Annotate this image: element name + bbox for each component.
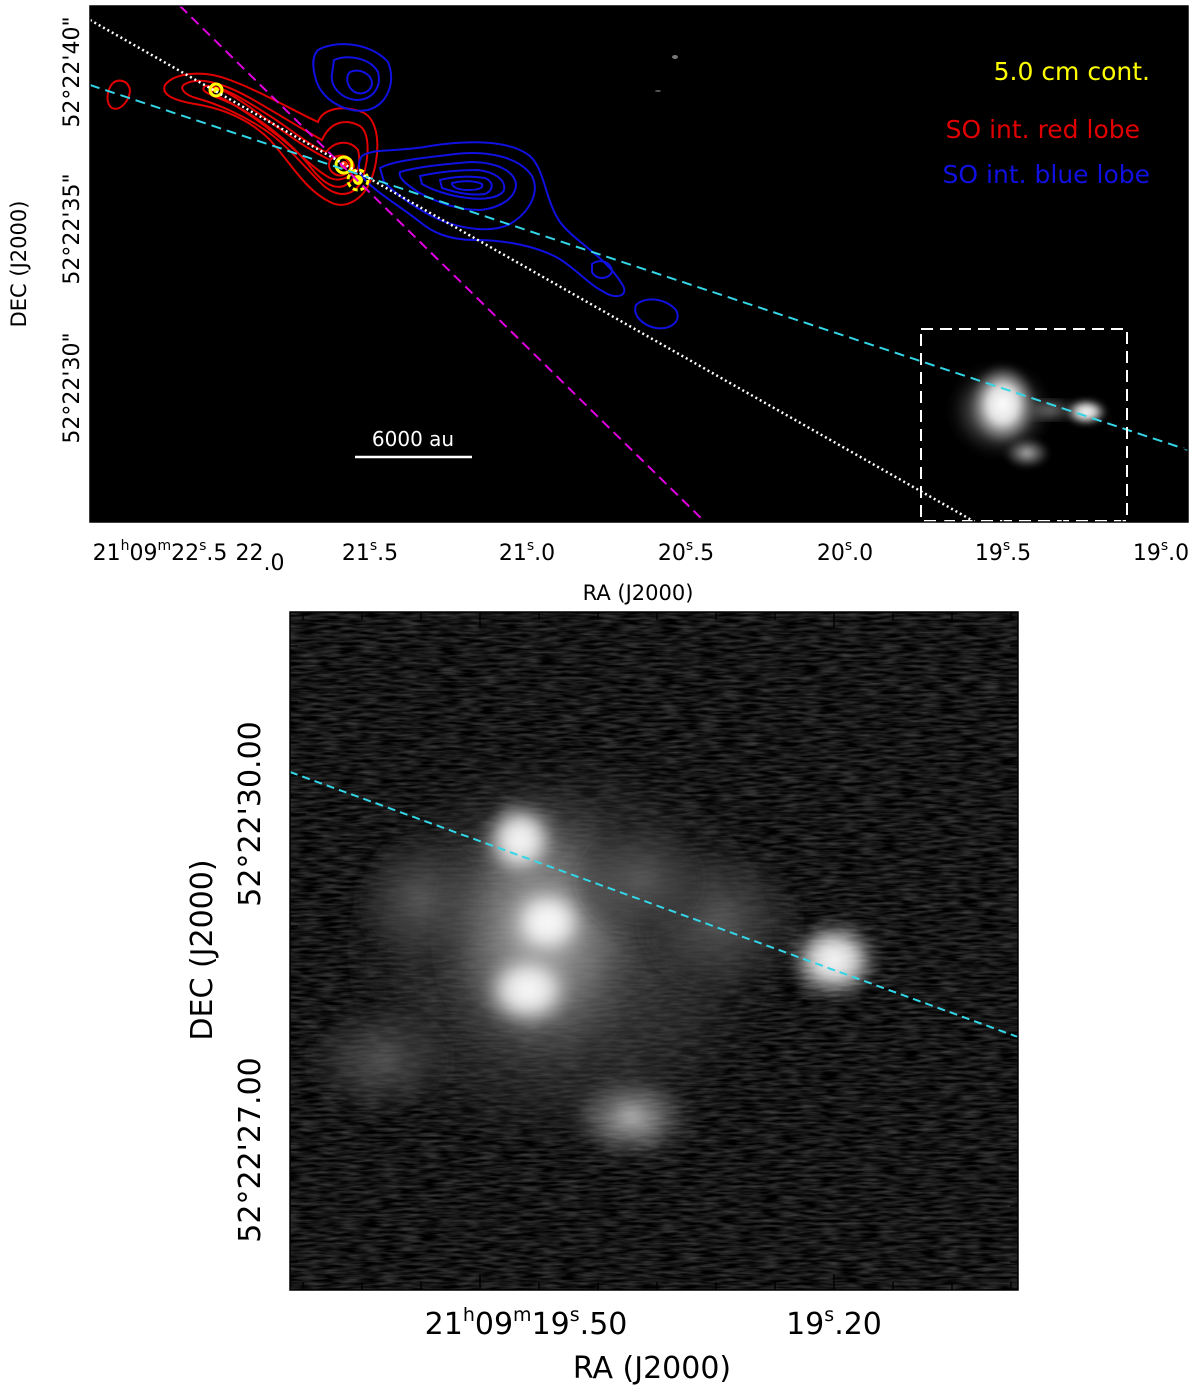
top-x-tick-label: 20s.0 — [817, 538, 873, 566]
top-x-tick-labels: 21h09m22s.5 22.0 21s.5 21s.0 20s.5 20s.0… — [93, 538, 1190, 576]
top-panel: 6000 au 5.0 cm cont. SO int. red lobe SO… — [7, 5, 1190, 605]
bottom-x-tick-labels: 21h09m19s.50 19s.20 — [425, 1304, 882, 1342]
legend-continuum: 5.0 cm cont. — [994, 57, 1150, 86]
top-y-axis-title: DEC (J2000) — [7, 201, 31, 328]
top-y-tick-label: 52°22'40" — [60, 16, 85, 127]
legend: 5.0 cm cont. SO int. red lobe SO int. bl… — [943, 57, 1150, 189]
bottom-y-tick-label: 52°22'30.00 — [233, 721, 268, 906]
top-x-tick-label: 21s.0 — [499, 538, 555, 566]
noise-speck — [672, 55, 678, 59]
top-y-tick-label: 52°22'30" — [60, 332, 85, 443]
top-plot-frame — [89, 5, 1189, 523]
top-y-tick-label: 52°22'35" — [60, 173, 85, 284]
legend-red-lobe: SO int. red lobe — [946, 115, 1140, 144]
bottom-y-tick-labels: 52°22'30.00 52°22'27.00 — [233, 721, 268, 1242]
bottom-x-tick-label-first: 21h09m19s.50 — [425, 1304, 628, 1342]
top-plot-content: 6000 au 5.0 cm cont. SO int. red lobe SO… — [90, 6, 1188, 522]
bottom-plot-frame — [289, 611, 1019, 1291]
zoom-box — [920, 328, 1128, 522]
zoomed-emission — [300, 740, 882, 1164]
cyan-dashed-axis — [90, 84, 1188, 451]
top-x-tick-label: 20s.5 — [658, 538, 714, 566]
bottom-y-tick-label: 52°22'27.00 — [233, 1057, 268, 1242]
top-x-tick-label-first: 21h09m22s.5 — [93, 538, 228, 566]
top-x-tick-label: 19s.0 — [1133, 538, 1189, 566]
blue-lobe-contours — [312, 43, 679, 330]
bottom-plot-content — [290, 612, 1018, 1290]
top-axis-ticks — [90, 6, 1188, 522]
bottom-y-axis-title: DEC (J2000) — [185, 859, 220, 1040]
continuum-sources — [208, 82, 370, 192]
bottom-x-axis-title: RA (J2000) — [573, 1351, 731, 1386]
bottom-x-tick-label: 19s.20 — [786, 1304, 882, 1342]
top-y-tick-labels: 52°22'40" 52°22'35" 52°22'30" — [60, 16, 85, 443]
top-x-tick-label: 21s.5 — [342, 538, 398, 566]
bottom-axis-ticks — [290, 612, 1018, 1290]
top-x-tick-label: 22.0 — [236, 541, 285, 576]
magenta-dashed-axis — [179, 6, 706, 522]
scale-bar-label: 6000 au — [372, 427, 454, 451]
bottom-panel: 21h09m19s.50 19s.20 52°22'30.00 52°22'27… — [185, 611, 1019, 1386]
top-x-tick-label: 19s.5 — [975, 538, 1031, 566]
noise-speck — [655, 90, 661, 92]
top-x-axis-title: RA (J2000) — [583, 581, 694, 605]
legend-blue-lobe: SO int. blue lobe — [943, 160, 1150, 189]
